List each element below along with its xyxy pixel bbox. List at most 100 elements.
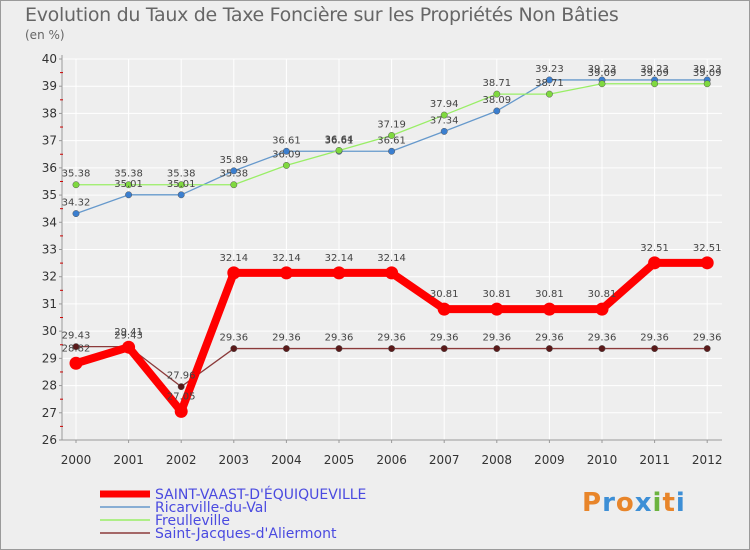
data-point bbox=[648, 256, 662, 270]
y-tick-label: 34 bbox=[42, 215, 57, 229]
data-label: 27.05 bbox=[167, 391, 196, 402]
data-point bbox=[437, 302, 451, 316]
data-label: 29.43 bbox=[62, 331, 91, 342]
data-point bbox=[122, 340, 136, 354]
data-label: 37.19 bbox=[377, 119, 406, 130]
legend: SAINT-VAAST-D'ÉQUIQUEVILLERicarville-du-… bbox=[100, 486, 366, 542]
data-point bbox=[700, 256, 714, 270]
logo-letter: o bbox=[615, 488, 635, 518]
y-tick-label: 36 bbox=[42, 161, 57, 175]
x-tick-label: 2003 bbox=[219, 453, 250, 467]
data-label: 39.23 bbox=[535, 64, 564, 75]
series bbox=[69, 76, 714, 418]
x-tick-label: 2007 bbox=[429, 453, 460, 467]
data-label: 27.96 bbox=[167, 371, 196, 382]
y-tick-label: 28 bbox=[42, 379, 57, 393]
data-point bbox=[69, 356, 83, 370]
data-point bbox=[388, 345, 396, 353]
data-label: 39.23 bbox=[588, 64, 617, 75]
data-label: 34.32 bbox=[62, 198, 91, 209]
data-label: 36.64 bbox=[325, 134, 354, 145]
data-point bbox=[490, 302, 504, 316]
data-point bbox=[282, 161, 290, 169]
x-tick-label: 2001 bbox=[113, 453, 144, 467]
data-label: 36.61 bbox=[272, 135, 301, 146]
y-tick-label: 38 bbox=[42, 106, 57, 120]
data-label: 38.09 bbox=[482, 95, 511, 106]
data-label: 29.36 bbox=[377, 333, 406, 344]
data-point bbox=[440, 345, 448, 353]
data-point bbox=[177, 181, 185, 189]
legend-label: Freulleville bbox=[155, 513, 230, 529]
data-point bbox=[598, 80, 606, 88]
y-tick-label: 40 bbox=[42, 52, 57, 66]
data-label: 29.36 bbox=[693, 333, 722, 344]
data-labels: 28.82 29.41 27.05 32.14 32.14 32.14 32.14 30.81… bbox=[62, 64, 722, 402]
data-label: 32.51 bbox=[693, 243, 722, 254]
data-label: 29.36 bbox=[430, 333, 459, 344]
y-tick-label: 33 bbox=[42, 243, 57, 257]
data-label: 38.71 bbox=[535, 78, 564, 89]
data-point bbox=[388, 132, 396, 139]
data-point bbox=[493, 345, 501, 353]
data-point bbox=[72, 343, 80, 351]
data-point bbox=[332, 266, 346, 280]
chart-title: Evolution du Taux de Taxe Foncière sur l… bbox=[25, 4, 619, 26]
data-point bbox=[545, 345, 553, 353]
data-label: 39.23 bbox=[640, 64, 669, 75]
data-label: 35.38 bbox=[167, 169, 196, 180]
data-label: 30.81 bbox=[588, 289, 617, 300]
y-tick-label: 30 bbox=[42, 324, 57, 338]
data-label: 32.51 bbox=[640, 243, 669, 254]
data-label: 36.61 bbox=[325, 135, 354, 146]
data-point bbox=[177, 191, 185, 199]
data-point bbox=[703, 345, 711, 353]
data-label: 35.38 bbox=[62, 169, 91, 180]
x-tick-label: 2002 bbox=[166, 453, 197, 467]
data-point bbox=[651, 80, 659, 88]
logo-letter: t bbox=[662, 488, 676, 518]
data-label: 39.23 bbox=[693, 64, 722, 75]
data-point bbox=[493, 107, 501, 115]
y-tick-label: 32 bbox=[42, 270, 57, 284]
logo-letter: r bbox=[602, 488, 616, 518]
data-point bbox=[545, 76, 553, 84]
y-tick-label: 39 bbox=[42, 79, 57, 93]
x-tick-label: 2012 bbox=[692, 453, 723, 467]
y-tick-label: 31 bbox=[42, 297, 57, 311]
data-label: 36.61 bbox=[377, 135, 406, 146]
data-label: 35.01 bbox=[114, 179, 143, 190]
data-point bbox=[542, 302, 556, 316]
data-point bbox=[440, 127, 448, 135]
data-point bbox=[493, 90, 501, 98]
data-point bbox=[282, 345, 290, 353]
data-point bbox=[703, 80, 711, 88]
x-tick-label: 2006 bbox=[376, 453, 407, 467]
data-point bbox=[595, 302, 609, 316]
data-label: 29.36 bbox=[588, 333, 617, 344]
data-point bbox=[72, 181, 80, 189]
data-label: 36.09 bbox=[272, 149, 301, 160]
x-tick-label: 2005 bbox=[324, 453, 355, 467]
logo-letter: x bbox=[634, 488, 653, 518]
logo-letter: P bbox=[582, 488, 603, 518]
legend-label: SAINT-VAAST-D'ÉQUIQUEVILLE bbox=[155, 486, 366, 503]
data-point bbox=[651, 345, 659, 353]
axes: 26 27 28 29 30 31 32 33 34 35 36 37 38 39 40 2000 2001 20… bbox=[42, 52, 723, 467]
logo-letter: i bbox=[652, 488, 663, 518]
data-label: 29.36 bbox=[272, 333, 301, 344]
data-label: 32.14 bbox=[325, 253, 354, 264]
legend-label: Ricarville-du-Val bbox=[155, 500, 267, 516]
data-point bbox=[385, 266, 399, 280]
data-point bbox=[440, 111, 448, 119]
data-point bbox=[230, 181, 238, 189]
data-label: 37.94 bbox=[430, 99, 459, 110]
data-point bbox=[335, 146, 343, 154]
data-label: 32.14 bbox=[377, 253, 406, 264]
y-tick-label: 26 bbox=[42, 433, 57, 447]
data-label: 32.14 bbox=[219, 253, 248, 264]
data-point bbox=[125, 191, 133, 199]
data-label: 29.36 bbox=[535, 333, 564, 344]
data-label: 29.36 bbox=[640, 333, 669, 344]
